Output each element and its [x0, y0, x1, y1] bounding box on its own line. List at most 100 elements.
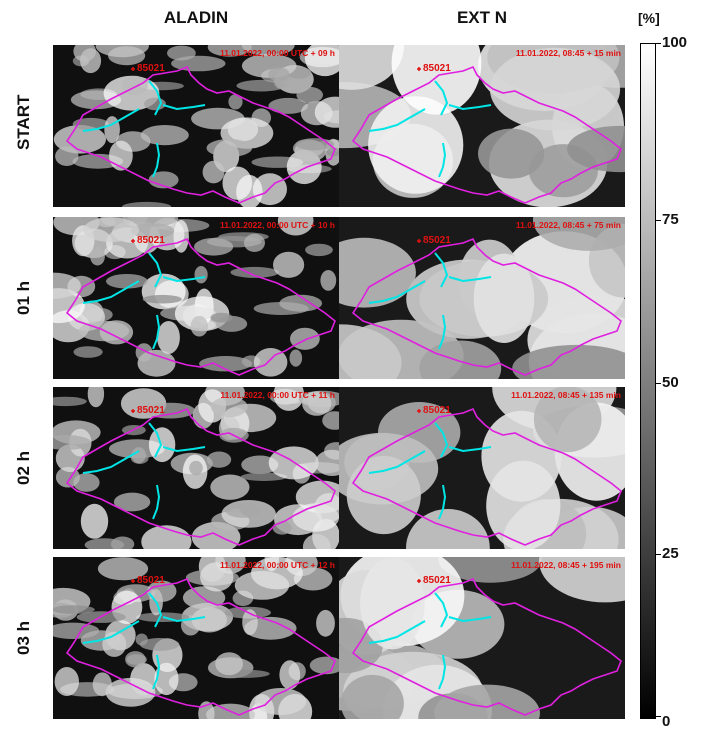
station-marker-icon — [131, 67, 135, 71]
cloud-patch — [320, 270, 337, 291]
country-border — [351, 65, 622, 204]
cloud-patch — [174, 296, 230, 332]
row-label-03h: 03 h — [14, 620, 33, 656]
cloud-patch — [512, 344, 625, 379]
map-panel-extn-3: 11.01.2022, 08:45 + 195 min 85021 — [339, 557, 625, 719]
river-line — [438, 142, 447, 178]
river-line — [82, 280, 140, 304]
cloud-patch — [314, 96, 339, 128]
colorbar — [640, 43, 656, 719]
cloud-patch — [154, 662, 179, 696]
river-line — [82, 620, 140, 644]
cloud-patch — [253, 348, 288, 377]
cloud-patch — [53, 605, 95, 614]
station-label: 85021 — [137, 405, 165, 416]
cloud-patch — [55, 146, 79, 166]
colorbar-tickmark-100 — [655, 43, 661, 44]
cloud-patch — [340, 674, 404, 719]
country-border — [65, 577, 336, 716]
cloud-cover-map — [53, 387, 339, 549]
river-line — [448, 616, 492, 623]
cloud-patch — [279, 294, 323, 312]
river-line — [152, 654, 161, 690]
cloud-cover-map — [53, 217, 339, 379]
timestamp-label: 11.01.2022, 00:00 UTC + 12 h — [219, 560, 335, 570]
map-panel-aladin-1: 11.01.2022, 00:00 UTC + 10 h 85021 — [53, 217, 339, 379]
river-line — [162, 616, 206, 623]
cloud-patch — [157, 321, 180, 354]
cloud-patch — [73, 45, 96, 62]
cloud-cover-map — [339, 387, 625, 549]
country-border — [65, 407, 336, 546]
cloud-patch — [54, 667, 79, 696]
cloud-patch — [113, 492, 151, 512]
river-line — [438, 654, 447, 690]
map-panel-aladin-0: 11.01.2022, 00:00 UTC + 09 h 85021 — [53, 45, 339, 207]
river-line — [438, 314, 447, 350]
cloud-patch — [268, 67, 290, 82]
row-label-start: START — [14, 94, 33, 150]
cloud-cover-map — [53, 557, 339, 719]
cloud-patch — [315, 449, 339, 476]
river-line — [368, 280, 426, 304]
river-line — [152, 484, 161, 520]
river-line — [448, 446, 492, 453]
cloud-patch — [244, 233, 265, 252]
cloud-patch — [198, 701, 215, 719]
river-line — [434, 592, 449, 628]
cloud-patch — [190, 315, 208, 337]
river-line — [448, 104, 492, 111]
cloud-patch — [83, 217, 139, 243]
river-line — [148, 252, 163, 288]
cloud-patch — [131, 447, 146, 464]
cloud-patch — [191, 607, 227, 633]
colorbar-unit: [%] — [638, 10, 660, 26]
timestamp-label: 11.01.2022, 00:00 UTC + 11 h — [220, 390, 335, 400]
cloud-patch — [228, 94, 243, 110]
cloud-patch — [92, 672, 112, 697]
cloud-patch — [53, 622, 100, 639]
row-label-01h: 01 h — [14, 280, 33, 316]
cloud-patch — [210, 474, 250, 500]
cloud-patch — [136, 612, 190, 622]
cloud-patch — [289, 349, 303, 367]
station-label: 85021 — [423, 235, 451, 246]
cloud-patch — [489, 47, 621, 131]
timestamp-label: 11.01.2022, 08:45 + 135 min — [511, 390, 621, 400]
cloud-patch — [148, 427, 176, 463]
river-line — [368, 108, 426, 132]
cloud-patch — [215, 652, 244, 676]
station-label: 85021 — [137, 63, 165, 74]
cloud-patch — [236, 79, 286, 92]
cloud-cover-map — [53, 45, 339, 207]
cloud-patch — [206, 451, 232, 468]
river-line — [82, 450, 140, 474]
map-panel-aladin-3: 11.01.2022, 00:00 UTC + 12 h 85021 — [53, 557, 339, 719]
cloud-patch — [210, 312, 233, 323]
station-label: 85021 — [423, 575, 451, 586]
cloud-patch — [129, 217, 179, 227]
colorbar-tick-75: 75 — [662, 211, 679, 228]
river-line — [368, 620, 426, 644]
cloud-patch — [273, 387, 305, 411]
river-line — [148, 592, 163, 628]
cloud-patch — [140, 125, 189, 146]
cloud-patch — [486, 460, 561, 549]
cloud-patch — [53, 435, 92, 450]
colorbar-tick-25: 25 — [662, 545, 679, 562]
cloud-patch — [189, 460, 203, 476]
colorbar-tick-0: 0 — [662, 713, 671, 730]
cloud-patch — [279, 660, 301, 690]
timestamp-label: 11.01.2022, 08:45 + 195 min — [511, 560, 621, 570]
cloud-patch — [346, 455, 421, 535]
cloud-patch — [53, 396, 87, 407]
cloud-patch — [339, 237, 416, 308]
cloud-patch — [290, 327, 320, 350]
timestamp-label: 11.01.2022, 08:45 + 15 min — [515, 48, 621, 58]
river-line — [162, 276, 206, 283]
station-label: 85021 — [423, 63, 451, 74]
cloud-patch — [73, 473, 100, 492]
cloud-patch — [360, 557, 425, 650]
cloud-patch — [53, 272, 81, 299]
country-border — [65, 65, 336, 204]
